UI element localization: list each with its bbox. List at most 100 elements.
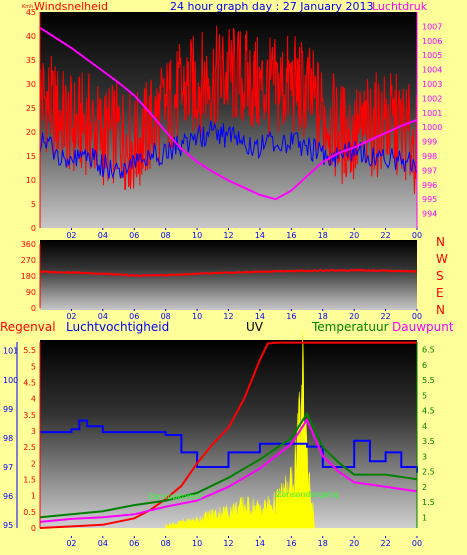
direction-tick-label: 90 xyxy=(26,288,36,297)
time-tick-label: 22 xyxy=(380,312,390,321)
pressure-tick-label: 1006 xyxy=(422,37,442,46)
time-tick-label: 08 xyxy=(161,312,171,321)
wind-tick-label: 45 xyxy=(26,8,36,17)
pressure-tick-label: 1007 xyxy=(422,22,442,31)
time-tick-label: 18 xyxy=(318,312,328,321)
temperature-tick-label: 2.5 xyxy=(422,468,435,477)
humidity-line xyxy=(40,419,418,473)
time-tick-label: 18 xyxy=(318,539,328,548)
temperature-line xyxy=(39,411,418,519)
pressure-tick-label: 1002 xyxy=(422,94,442,103)
rain-tick-label: 1.5 xyxy=(23,475,36,484)
compass-label: N xyxy=(436,303,445,317)
rain-tick-label: 0 xyxy=(31,524,36,533)
time-tick-label: 10 xyxy=(192,312,202,321)
pressure-tick-label: 1001 xyxy=(422,109,442,118)
wind-speed-label: Windsnelheid xyxy=(34,0,108,13)
time-tick-label: 20 xyxy=(349,231,359,240)
wind-tick-label: 15 xyxy=(26,152,36,161)
rain-panel-background xyxy=(40,340,417,528)
time-tick-label: 14 xyxy=(255,231,265,240)
pressure-tick-label: 999 xyxy=(422,138,437,147)
time-tick-label: 06 xyxy=(129,312,139,321)
time-tick-label: 16 xyxy=(286,231,296,240)
temperature-tick-label: 1.5 xyxy=(422,498,435,507)
temperature-label: Temperatuur xyxy=(312,320,389,334)
time-tick-label: 00 xyxy=(412,231,422,240)
rain-tick-label: 5.5 xyxy=(23,346,36,355)
pressure-tick-label: 1003 xyxy=(422,80,442,89)
temperature-tick-label: 1 xyxy=(422,513,427,522)
humidity-tick-label: 100 xyxy=(3,376,18,385)
time-tick-label: 10 xyxy=(192,539,202,548)
time-tick-label: 02 xyxy=(66,312,76,321)
direction-tick-label: 270 xyxy=(21,256,36,265)
time-tick-label: 02 xyxy=(66,231,76,240)
humidity-tick-label: 95 xyxy=(3,521,13,530)
time-tick-label: 04 xyxy=(98,539,108,548)
time-tick-label: 00 xyxy=(412,539,422,548)
temperature-tick-label: 5 xyxy=(422,391,427,400)
pressure-tick-label: 995 xyxy=(422,195,437,204)
rain-tick-label: 2 xyxy=(31,459,36,468)
rain-tick-label: 5 xyxy=(31,362,36,371)
rain-tick-label: 4.5 xyxy=(23,378,36,387)
pressure-tick-label: 1004 xyxy=(422,66,442,75)
rain-tick-label: 3.5 xyxy=(23,411,36,420)
rain-tick-label: 1 xyxy=(31,492,36,501)
humidity-label: Luchtvochtigheid xyxy=(66,320,170,334)
pressure-tick-label: 1005 xyxy=(422,51,442,60)
humidity-tick-label: 96 xyxy=(3,492,13,501)
time-tick-label: 16 xyxy=(286,312,296,321)
dewpoint-line xyxy=(39,417,418,523)
direction-panel-background xyxy=(40,240,417,310)
direction-tick-label: 180 xyxy=(21,272,36,281)
uv-label: UV xyxy=(246,320,263,334)
humidity-tick-label: 98 xyxy=(3,434,13,443)
wind-tick-label: 10 xyxy=(26,176,36,185)
time-tick-label: 20 xyxy=(349,312,359,321)
compass-label: N xyxy=(436,235,445,249)
pressure-tick-label: 998 xyxy=(422,152,437,161)
time-tick-label: 22 xyxy=(380,539,390,548)
temperature-tick-label: 2 xyxy=(422,483,427,492)
pressure-line xyxy=(39,26,418,201)
wind-tick-label: 30 xyxy=(26,80,36,89)
time-tick-label: 20 xyxy=(349,539,359,548)
compass-label: S xyxy=(436,269,444,283)
rain-label: Regenval xyxy=(0,320,56,334)
rain-tick-label: 4 xyxy=(31,395,36,404)
temperature-tick-label: 4.5 xyxy=(422,407,435,416)
time-tick-label: 04 xyxy=(98,231,108,240)
humidity-tick-label: 101 xyxy=(3,347,18,356)
time-tick-label: 10 xyxy=(192,231,202,240)
time-tick-label: 00 xyxy=(412,312,422,321)
time-tick-label: 22 xyxy=(380,231,390,240)
uv-area xyxy=(165,331,316,529)
pressure-label: Luchtdruk xyxy=(372,0,428,13)
time-tick-label: 08 xyxy=(161,231,171,240)
time-tick-label: 08 xyxy=(161,539,171,548)
compass-label: E xyxy=(436,286,444,300)
rain-line xyxy=(39,341,417,529)
temperature-tick-label: 4 xyxy=(422,422,427,431)
sunrise-label: Zonsopkomst xyxy=(148,492,202,501)
time-tick-label: 02 xyxy=(66,539,76,548)
temperature-tick-label: 5.5 xyxy=(422,376,435,385)
wind-tick-label: 35 xyxy=(26,56,36,65)
wind-tick-label: 25 xyxy=(26,104,36,113)
rain-tick-label: 3 xyxy=(31,427,36,436)
wind-direction-line xyxy=(39,268,418,278)
wind-tick-label: 0 xyxy=(31,224,36,233)
time-tick-label: 06 xyxy=(129,539,139,548)
rain-tick-label: 0.5 xyxy=(23,508,36,517)
temperature-tick-label: 3 xyxy=(422,452,427,461)
wind-tick-label: 40 xyxy=(26,32,36,41)
time-tick-label: 16 xyxy=(286,539,296,548)
time-tick-label: 14 xyxy=(255,539,265,548)
pressure-tick-label: 1000 xyxy=(422,123,442,132)
wind-tick-label: 20 xyxy=(26,128,36,137)
wind-avg-line xyxy=(39,120,418,180)
